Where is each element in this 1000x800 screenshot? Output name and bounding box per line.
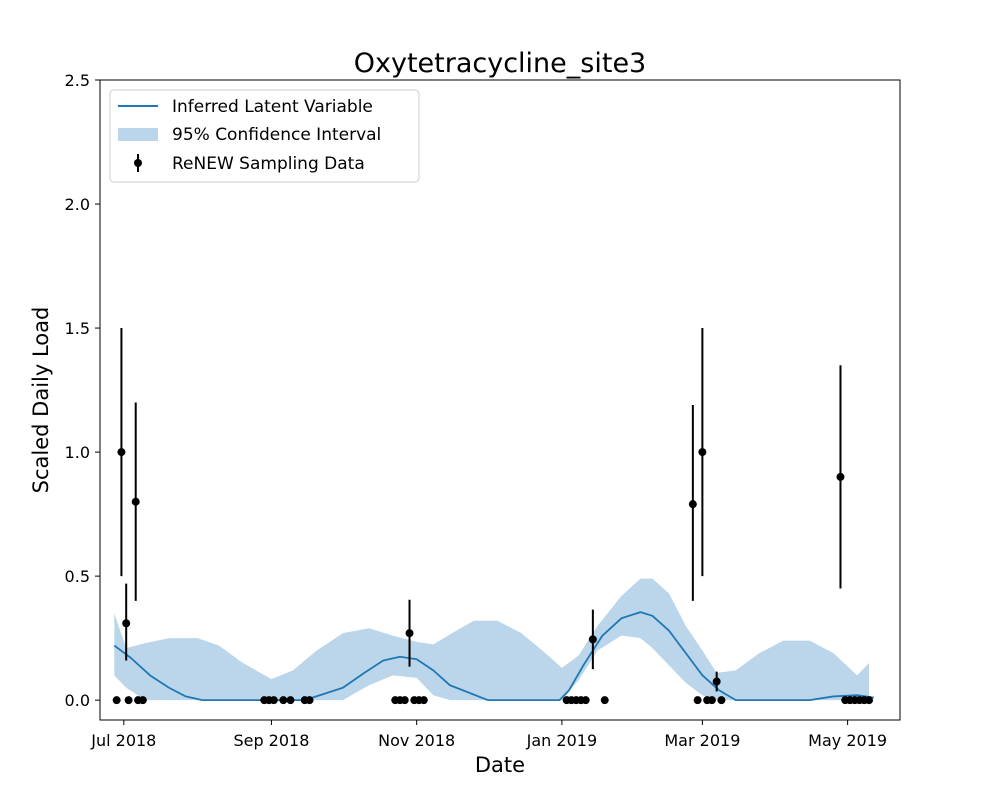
sample-point bbox=[581, 696, 590, 705]
plot-background bbox=[100, 80, 900, 720]
sample-point bbox=[138, 696, 147, 705]
legend-label-ci: 95% Confidence Interval bbox=[172, 125, 381, 145]
sample-point bbox=[865, 696, 874, 705]
sample-point bbox=[269, 696, 278, 705]
y-axis-label: Scaled Daily Load bbox=[29, 307, 53, 494]
x-tick-label: May 2019 bbox=[808, 731, 887, 750]
y-tick-label: 0.0 bbox=[65, 691, 90, 710]
x-tick-label: Jan 2019 bbox=[526, 731, 597, 750]
sample-point bbox=[712, 677, 721, 686]
y-tick-label: 2.5 bbox=[65, 71, 90, 90]
chart-title: Oxytetracycline_site3 bbox=[354, 48, 646, 79]
sample-point bbox=[131, 497, 140, 506]
sampling-points-layer bbox=[112, 328, 874, 705]
sample-point bbox=[117, 448, 126, 457]
plot-area bbox=[99, 79, 901, 721]
sample-point bbox=[836, 472, 845, 481]
y-tick-label: 1.0 bbox=[65, 443, 90, 462]
x-axis: Jul 2018 Sep 2018 Nov 2018 Jan 2019 Mar 2019… bbox=[90, 720, 887, 750]
latent-line-layer bbox=[113, 611, 874, 702]
x-tick-label: Sep 2018 bbox=[233, 731, 309, 750]
confidence-band-layer bbox=[114, 578, 870, 701]
sample-point bbox=[305, 696, 314, 705]
y-tick-label: 2.0 bbox=[65, 195, 90, 214]
sample-point bbox=[124, 696, 133, 705]
sample-point bbox=[419, 696, 428, 705]
sample-point bbox=[600, 696, 609, 705]
legend-frame bbox=[109, 89, 420, 183]
x-tick-label: Mar 2019 bbox=[664, 731, 740, 750]
sample-point bbox=[717, 696, 726, 705]
sample-point bbox=[698, 448, 707, 457]
legend-label-latent: Inferred Latent Variable bbox=[172, 97, 373, 117]
y-tick-label: 0.5 bbox=[65, 567, 90, 586]
sample-point bbox=[707, 696, 716, 705]
sample-point bbox=[693, 696, 702, 705]
latent-line bbox=[113, 611, 874, 702]
legend: Inferred Latent Variable 95% Confidence … bbox=[109, 89, 420, 183]
legend-band-swatch bbox=[118, 128, 158, 141]
sample-point bbox=[286, 696, 295, 705]
y-tick-label: 1.5 bbox=[65, 319, 90, 338]
sample-point bbox=[588, 635, 597, 644]
sample-point bbox=[688, 500, 697, 509]
plot-frame bbox=[99, 79, 901, 721]
x-axis-label: Date bbox=[475, 753, 525, 777]
sample-point bbox=[112, 696, 121, 705]
sample-point bbox=[122, 619, 131, 628]
x-tick-label: Jul 2018 bbox=[90, 731, 156, 750]
confidence-band bbox=[114, 578, 870, 701]
legend-point-swatch bbox=[134, 159, 142, 167]
y-axis: 0.0 0.5 1.0 1.5 2.0 2.5 bbox=[65, 71, 100, 710]
legend-label-samples: ReNEW Sampling Data bbox=[172, 154, 365, 174]
x-tick-label: Nov 2018 bbox=[378, 731, 455, 750]
sample-point bbox=[400, 696, 409, 705]
sample-point bbox=[405, 629, 414, 638]
sample-point bbox=[279, 696, 288, 705]
